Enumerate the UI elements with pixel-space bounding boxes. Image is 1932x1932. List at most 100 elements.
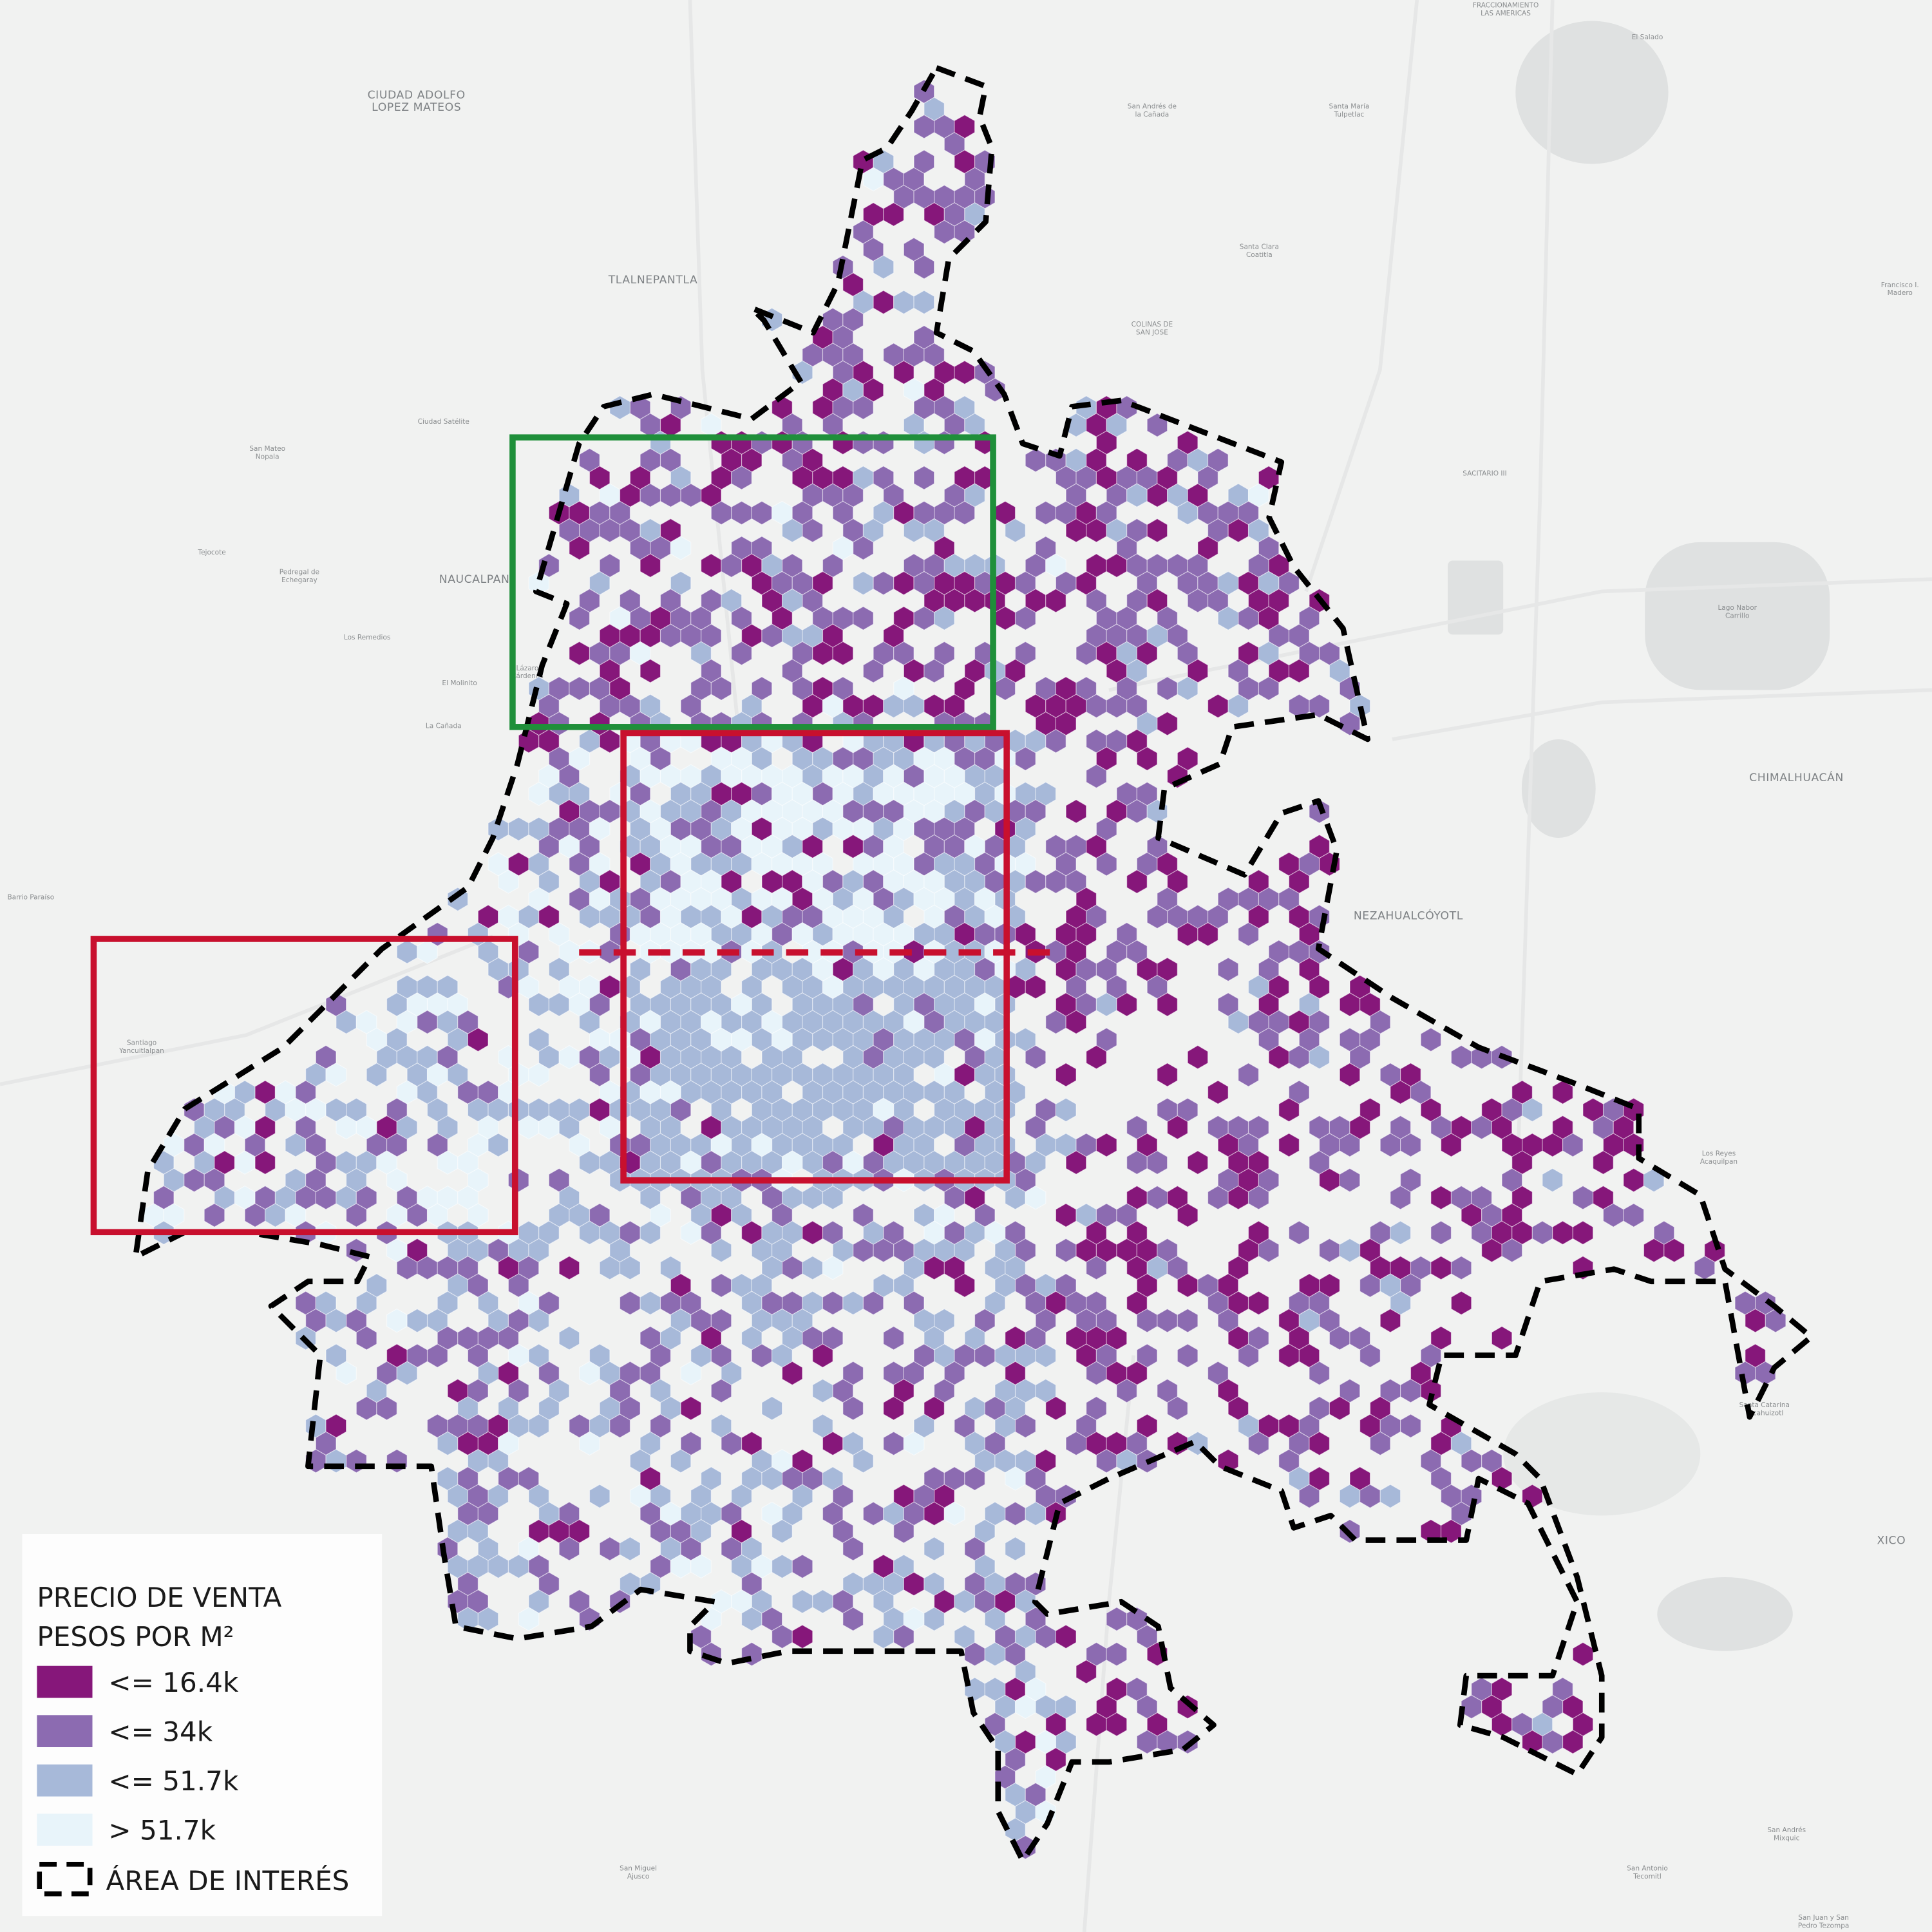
- place-label: CHIMALHUACÁN: [1749, 770, 1844, 784]
- hex-cell: [204, 1203, 225, 1227]
- place-label: Ciudad Satélite: [418, 418, 469, 426]
- hex-cell: [731, 466, 752, 490]
- hex-cell: [325, 1063, 347, 1087]
- hex-cell: [954, 1273, 976, 1298]
- hex-cell: [1045, 1396, 1066, 1421]
- place-label: COLINAS DE: [1132, 321, 1173, 328]
- road: [688, 0, 741, 740]
- place-label: la Cañada: [1135, 111, 1170, 118]
- place-label: Yecahuizotl: [1745, 1409, 1783, 1417]
- place-label: SACITARIO III: [1463, 470, 1506, 478]
- hex-cell: [1106, 1642, 1128, 1667]
- hex-cell: [1309, 1045, 1330, 1070]
- hex-cell: [1025, 1045, 1046, 1070]
- lake: [1503, 1392, 1701, 1516]
- hex-cell: [853, 1448, 874, 1473]
- hex-layer: [143, 79, 1786, 1860]
- place-label: San Andrés: [1767, 1826, 1806, 1834]
- place-label: San Miguel: [620, 1864, 657, 1872]
- place-label: San Juan y San: [1798, 1914, 1849, 1922]
- hex-cell: [1765, 1308, 1786, 1333]
- place-label: Lázaro: [516, 665, 538, 672]
- hex-cell: [923, 1537, 945, 1561]
- place-label: Tejocote: [197, 549, 225, 556]
- hex-cell: [488, 1133, 509, 1157]
- hex-cell: [1187, 1045, 1209, 1070]
- hex-cell: [1075, 1660, 1097, 1684]
- hex-cell: [1014, 606, 1036, 630]
- hex-cell: [1420, 1027, 1442, 1052]
- hex-cell: [893, 1519, 914, 1544]
- place-label: Tulpetlac: [1334, 111, 1365, 118]
- hex-cell: [619, 1255, 641, 1280]
- hex-cell: [1116, 1378, 1137, 1403]
- hex-cell: [579, 1431, 600, 1456]
- hex-cell: [1309, 1361, 1330, 1386]
- place-label: FRACCIONAMIENTO: [1473, 1, 1539, 9]
- hex-cell: [569, 536, 591, 560]
- hex-cell: [943, 1501, 965, 1526]
- place-label: CIUDAD ADOLFO: [368, 89, 466, 102]
- hex-cell: [1288, 658, 1310, 683]
- hex-cell: [903, 1431, 925, 1456]
- legend-boundary-icon: [37, 1861, 93, 1897]
- legend-swatch: [37, 1665, 93, 1698]
- hex-cell: [1450, 1291, 1472, 1316]
- hex-cell: [1207, 1080, 1229, 1104]
- place-label: Los Reyes: [1702, 1150, 1736, 1158]
- legend-label: <= 34k: [108, 1716, 213, 1747]
- hex-cell: [842, 1537, 864, 1561]
- place-label: Santa María: [1329, 102, 1370, 110]
- place-label: Carrillo: [1725, 612, 1749, 620]
- hex-cell: [1086, 1255, 1107, 1280]
- hex-cell: [1238, 922, 1259, 947]
- hex-cell: [883, 202, 904, 227]
- hex-cell: [396, 1361, 418, 1386]
- place-label: Coatitla: [1246, 251, 1273, 259]
- lake: [1657, 1577, 1793, 1651]
- place-label: Santa Clara: [1240, 243, 1279, 251]
- hex-cell: [1247, 1185, 1269, 1210]
- place-label: LOPEZ MATEOS: [372, 101, 461, 114]
- hex-cell: [1014, 746, 1036, 772]
- hex-cell: [1238, 1343, 1259, 1368]
- place-label: Tecomitl: [1633, 1873, 1662, 1880]
- hex-cell: [791, 1554, 813, 1579]
- hex-cell: [558, 1255, 580, 1280]
- place-label: Echegaray: [281, 576, 317, 584]
- place-label: Mixquic: [1774, 1834, 1799, 1842]
- place-label: Cárdenas: [511, 672, 544, 680]
- hex-cell: [1522, 1097, 1543, 1122]
- road: [1304, 0, 1419, 592]
- hex-cell: [1440, 1133, 1462, 1157]
- hex-cell: [1309, 1431, 1330, 1456]
- hex-cell: [1095, 851, 1117, 876]
- hex-cell: [1450, 1255, 1472, 1280]
- hex-cell: [366, 1063, 388, 1087]
- hex-cell: [1227, 694, 1249, 719]
- hex-cell: [376, 1396, 397, 1421]
- hex-cell: [426, 1343, 448, 1368]
- hex-cell: [1116, 992, 1137, 1017]
- hex-cell: [1400, 1133, 1421, 1157]
- hex-cell: [731, 641, 752, 666]
- hex-cell: [1623, 1203, 1645, 1227]
- hex-cell: [761, 1396, 783, 1421]
- hex-cell: [1663, 1238, 1685, 1263]
- hex-cell: [569, 606, 591, 630]
- hex-cell: [355, 1325, 377, 1350]
- hex-cell: [710, 676, 732, 701]
- hex-cell: [1258, 1238, 1280, 1263]
- place-label: San Mateo: [249, 445, 285, 453]
- hex-cell: [822, 1255, 844, 1280]
- hex-cell: [1126, 869, 1148, 894]
- place-label: XICO: [1877, 1534, 1906, 1547]
- hex-cell: [1065, 799, 1087, 824]
- hex-cell: [862, 1291, 884, 1316]
- hex-cell: [528, 1308, 549, 1333]
- hex-cell: [913, 466, 935, 490]
- hex-cell: [1298, 1484, 1320, 1509]
- hex-cell: [1309, 694, 1330, 719]
- hex-cell: [1562, 1133, 1584, 1157]
